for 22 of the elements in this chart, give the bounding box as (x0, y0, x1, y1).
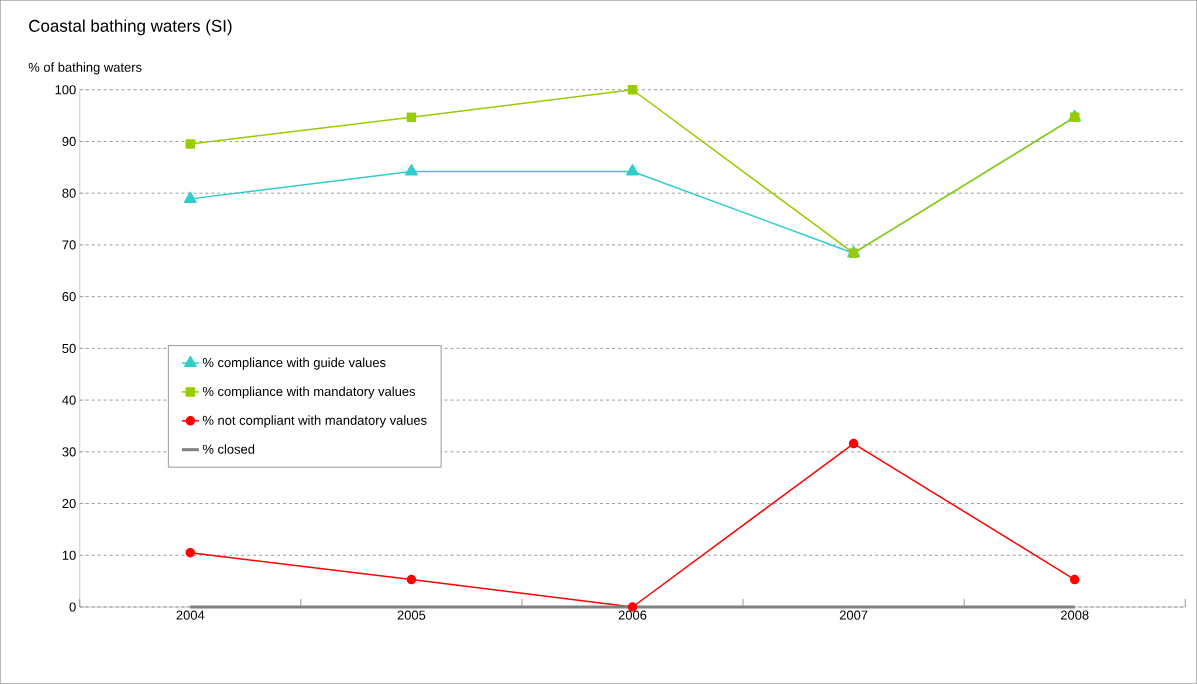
x-tick-label: 2007 (839, 610, 868, 620)
y-tick-label: 60 (62, 292, 76, 302)
y-tick-label: 90 (62, 136, 76, 147)
y-tick-label: 0 (69, 602, 76, 612)
chart-title: Coastal bathing waters (SI) (29, 19, 232, 36)
y-tick-label: 50 (62, 343, 76, 354)
x-tick-label: 2006 (618, 610, 647, 620)
x-tick-label: 2004 (176, 610, 205, 620)
y-tick-label: 10 (62, 550, 76, 560)
y-tick-label: 40 (62, 395, 76, 405)
legend-label: % closed (202, 444, 255, 454)
legend-label: % compliance with mandatory values (202, 386, 416, 399)
x-tick-label: 2008 (1060, 610, 1089, 620)
x-tick-label: 2005 (397, 610, 426, 620)
y-tick-label: 70 (62, 240, 76, 250)
legend-label: % not compliant with mandatory values (202, 415, 427, 428)
y-tick-label: 100 (55, 85, 76, 95)
legend-label: % compliance with guide values (202, 357, 386, 370)
y-axis-title: % of bathing waters (28, 62, 142, 75)
y-tick-label: 30 (62, 447, 76, 457)
y-tick-label: 20 (62, 499, 76, 509)
y-tick-label: 80 (62, 188, 76, 198)
